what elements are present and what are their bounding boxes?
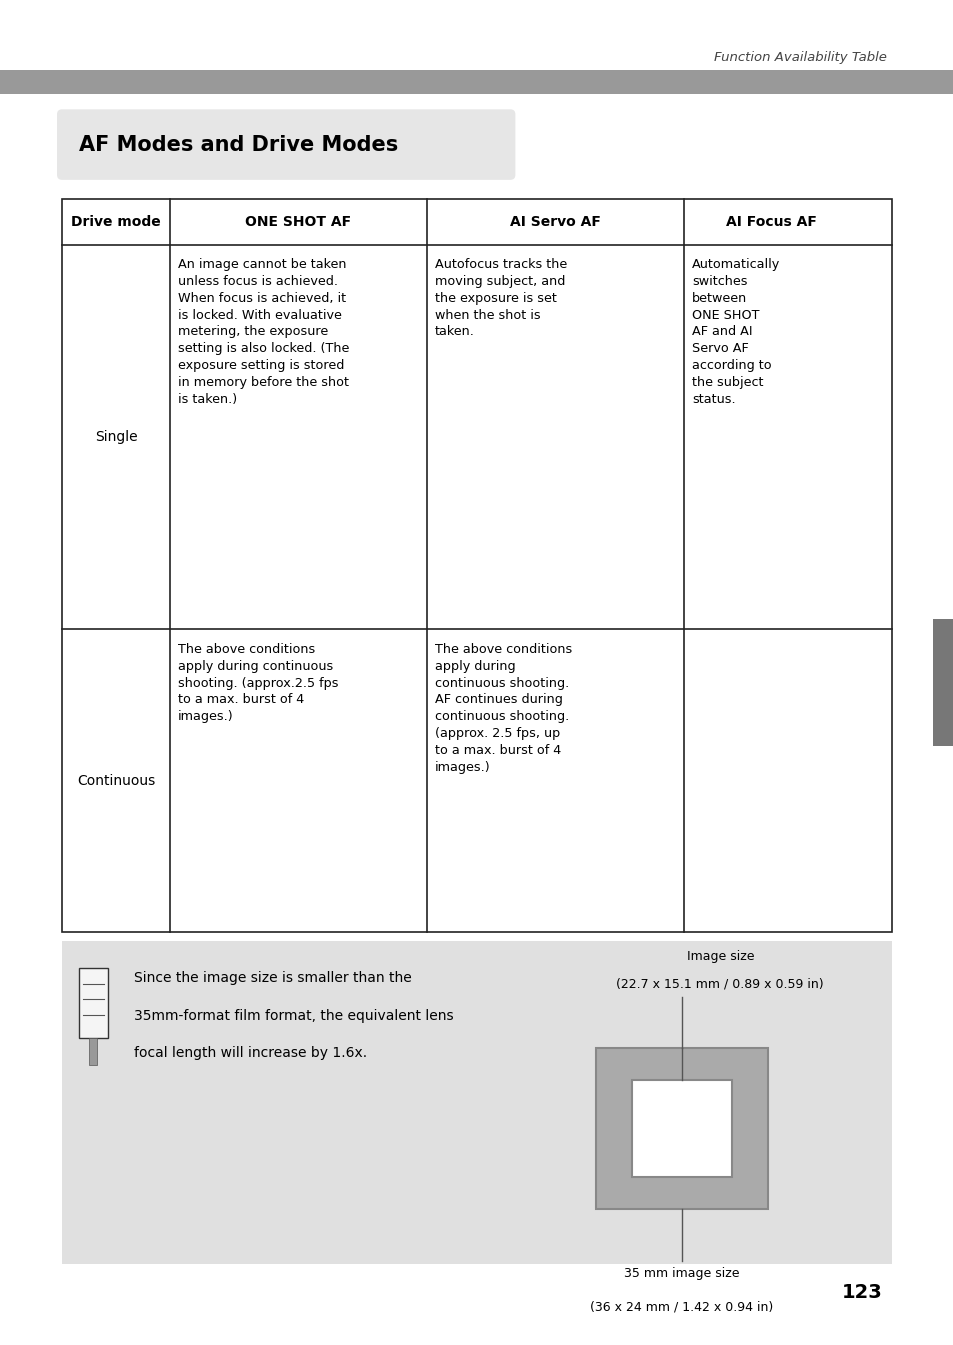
- Bar: [90, 1038, 97, 1065]
- Text: An image cannot be taken
unless focus is achieved.
When focus is achieved, it
is: An image cannot be taken unless focus is…: [177, 258, 349, 406]
- Text: focal length will increase by 1.6x.: focal length will increase by 1.6x.: [133, 1046, 366, 1060]
- Bar: [62, 199, 891, 932]
- Text: The above conditions
apply during
continuous shooting.
AF continues during
conti: The above conditions apply during contin…: [435, 643, 572, 773]
- Text: Automatically
switches
between
ONE SHOT
AF and AI
Servo AF
according to
the subj: Automatically switches between ONE SHOT …: [692, 258, 780, 406]
- Text: Autofocus tracks the
moving subject, and
the exposure is set
when the shot is
ta: Autofocus tracks the moving subject, and…: [435, 258, 566, 339]
- Text: ONE SHOT AF: ONE SHOT AF: [245, 215, 352, 229]
- Text: 35mm-format film format, the equivalent lens: 35mm-format film format, the equivalent …: [133, 1009, 453, 1022]
- Text: 35 mm image size: 35 mm image size: [623, 1267, 740, 1280]
- Text: Image size: Image size: [686, 951, 753, 963]
- Text: (22.7 x 15.1 mm / 0.89 x 0.59 in): (22.7 x 15.1 mm / 0.89 x 0.59 in): [616, 978, 823, 990]
- Text: (36 x 24 mm / 1.42 x 0.94 in): (36 x 24 mm / 1.42 x 0.94 in): [590, 1301, 773, 1314]
- Text: AI Focus AF: AI Focus AF: [725, 215, 816, 229]
- Text: Since the image size is smaller than the: Since the image size is smaller than the: [133, 971, 411, 985]
- Bar: [0, 70, 953, 94]
- Text: Continuous: Continuous: [77, 773, 155, 788]
- Text: 123: 123: [841, 1283, 882, 1302]
- Bar: [631, 1080, 732, 1177]
- Text: The above conditions
apply during continuous
shooting. (approx.2.5 fps
to a max.: The above conditions apply during contin…: [177, 643, 337, 724]
- Bar: [596, 1048, 767, 1209]
- FancyBboxPatch shape: [57, 109, 515, 180]
- Text: Function Availability Table: Function Availability Table: [714, 51, 886, 65]
- Text: Single: Single: [94, 430, 137, 444]
- Bar: [62, 941, 891, 1264]
- Text: AF Modes and Drive Modes: AF Modes and Drive Modes: [79, 134, 398, 155]
- Text: Drive mode: Drive mode: [71, 215, 161, 229]
- Bar: [79, 968, 108, 1038]
- Text: AI Servo AF: AI Servo AF: [510, 215, 600, 229]
- Bar: [932, 619, 953, 746]
